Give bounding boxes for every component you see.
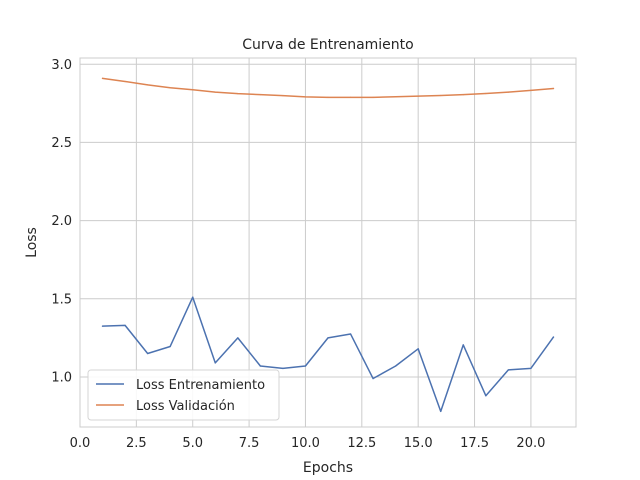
x-tick-label: 2.5 [126, 436, 147, 451]
data-point-loss-entrenamiento [101, 325, 104, 327]
y-tick-label: 2.5 [51, 136, 72, 151]
data-point-loss-validacion [169, 87, 171, 89]
data-point-loss-entrenamiento [214, 362, 216, 364]
x-axis-label: Epochs [303, 460, 353, 476]
data-point-loss-entrenamiento [395, 365, 397, 367]
x-tick-label: 20.0 [516, 436, 545, 451]
x-tick-label: 15.0 [404, 436, 433, 451]
data-point-loss-entrenamiento [485, 395, 487, 397]
data-point-loss-entrenamiento [552, 336, 555, 338]
data-point-loss-entrenamiento [259, 365, 261, 367]
y-tick-label: 3.0 [51, 58, 72, 73]
x-tick-label: 10.0 [291, 436, 320, 451]
data-point-loss-entrenamiento [440, 410, 442, 412]
data-point-loss-entrenamiento [349, 333, 352, 335]
x-tick-label: 5.0 [182, 436, 203, 451]
data-point-loss-validacion [282, 95, 284, 97]
legend-label-loss-validacion: Loss Validación [136, 399, 235, 414]
data-point-loss-validacion [124, 80, 126, 83]
data-point-loss-entrenamiento [124, 324, 126, 326]
data-point-loss-validacion [327, 96, 329, 98]
data-point-loss-entrenamiento [372, 377, 374, 380]
y-tick-label: 1.0 [51, 370, 72, 385]
data-point-loss-entrenamiento [530, 367, 532, 369]
data-point-loss-validacion [485, 92, 487, 95]
legend-box [87, 369, 280, 421]
legend: Loss Entrenamiento Loss Validación [87, 369, 280, 421]
data-point-loss-entrenamiento [327, 337, 329, 339]
data-point-loss-validacion [395, 96, 397, 98]
data-point-loss-validacion [440, 94, 442, 97]
data-point-loss-validacion [372, 96, 374, 98]
y-tick-label: 1.5 [51, 292, 72, 307]
legend-label-loss-entrenamiento: Loss Entrenamiento [136, 378, 265, 393]
y-axis-label: Loss [24, 227, 40, 258]
data-point-loss-validacion [192, 89, 194, 91]
data-point-loss-entrenamiento [147, 352, 149, 355]
data-point-loss-entrenamiento [192, 296, 194, 298]
data-point-loss-entrenamiento [282, 367, 284, 369]
data-point-loss-entrenamiento [169, 345, 171, 348]
data-point-loss-validacion [507, 91, 509, 93]
data-point-loss-validacion [101, 77, 104, 79]
data-point-loss-validacion [417, 95, 419, 97]
x-tick-label: 17.5 [460, 436, 489, 451]
data-point-loss-entrenamiento [304, 365, 307, 367]
x-tick-label: 12.5 [347, 436, 376, 451]
data-point-loss-validacion [237, 93, 239, 95]
data-point-loss-entrenamiento [417, 348, 419, 350]
y-tick-label: 2.0 [51, 214, 72, 229]
data-point-loss-validacion [259, 93, 261, 96]
x-tick-label: 0.0 [70, 436, 91, 451]
data-point-loss-validacion [462, 93, 464, 96]
data-point-loss-entrenamiento [237, 337, 239, 339]
data-point-loss-validacion [349, 96, 352, 98]
y-tick-labels: 1.0 1.5 2.0 2.5 3.0 [51, 58, 72, 386]
data-point-loss-entrenamiento [507, 369, 509, 371]
data-point-loss-validacion [530, 89, 532, 91]
x-tick-labels: 0.0 2.5 5.0 7.5 10.0 12.5 15.0 17.5 20.0 [70, 436, 546, 451]
data-point-loss-entrenamiento [462, 344, 464, 346]
chart-title: Curva de Entrenamiento [242, 37, 413, 53]
grid-lines [79, 58, 576, 427]
data-point-loss-validacion [304, 96, 307, 98]
plot-area [80, 58, 576, 427]
data-point-loss-validacion [147, 84, 149, 86]
data-point-loss-validacion [552, 87, 555, 90]
x-tick-label: 7.5 [239, 436, 260, 451]
plot-frame [79, 57, 577, 428]
data-point-loss-validacion [214, 91, 216, 93]
series-layer [101, 77, 555, 413]
